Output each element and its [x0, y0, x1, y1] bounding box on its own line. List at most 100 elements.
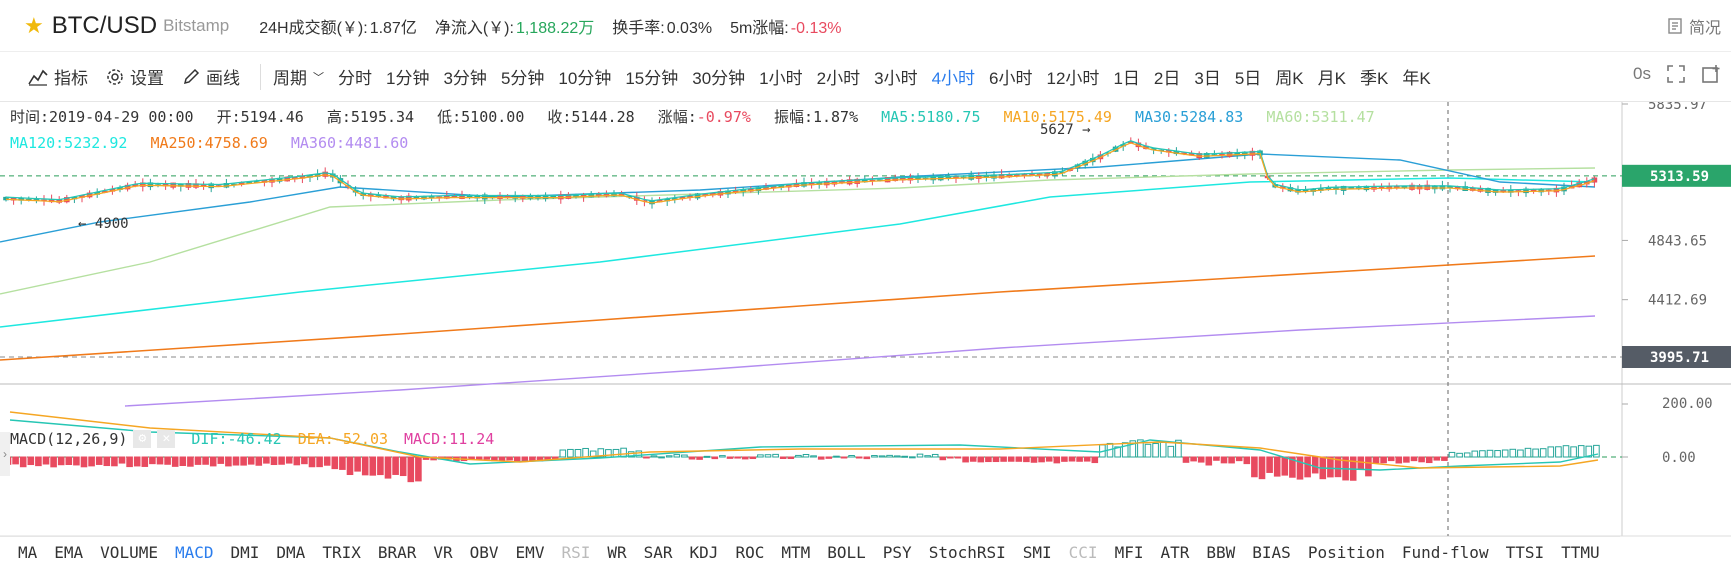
candle-body [1006, 174, 1012, 178]
candle-body [1523, 188, 1529, 194]
summary-button[interactable]: 简况 [1667, 14, 1721, 38]
candle-body [406, 195, 412, 201]
pencil-icon [183, 68, 200, 84]
star-icon[interactable]: ★ [24, 12, 44, 38]
indicator-tab[interactable]: VR [433, 542, 453, 562]
macd-bar [187, 456, 194, 467]
indicator-tab[interactable]: MFI [1114, 542, 1144, 562]
period-item[interactable]: 分时 [338, 69, 372, 88]
price-tick-label: 4843.65 [1648, 233, 1707, 249]
macd-bar [673, 454, 681, 458]
candle-body [725, 190, 731, 195]
indicator-tab[interactable]: MACD [174, 542, 214, 562]
macd-bar [1258, 456, 1266, 480]
period-item[interactable]: 季K [1360, 69, 1389, 88]
period-item[interactable]: 12小时 [1046, 69, 1100, 88]
panel-toggle[interactable]: › [0, 432, 10, 476]
indicator-tab[interactable]: BOLL [827, 542, 866, 562]
info-open: 开:5194.46 [216, 108, 304, 126]
stat-value: 0.03% [666, 19, 713, 37]
indicator-tab[interactable]: EMV [515, 542, 545, 562]
period-item[interactable]: 1分钟 [386, 69, 430, 88]
chart-area[interactable]: 5835.97 4843.65 4412.69 5313.59 3995.71 5627 … [0, 97, 1731, 567]
indicator-tab[interactable]: VOLUME [100, 542, 158, 562]
period-item[interactable]: 周K [1275, 69, 1304, 88]
indicators-label: 指标 [54, 69, 88, 88]
indicator-tab[interactable]: MTM [781, 542, 811, 562]
indicator-tab[interactable]: TTSI [1505, 542, 1545, 562]
candle-body [915, 177, 921, 180]
indicator-tab[interactable]: ROC [735, 542, 765, 562]
indicator-tab[interactable]: PSY [882, 542, 912, 562]
macd-bar [1061, 456, 1068, 462]
indicator-tab[interactable]: TTMU [1561, 542, 1600, 562]
indicator-tab[interactable]: DMI [230, 542, 260, 562]
indicator-tab[interactable]: SMI [1022, 542, 1052, 562]
candle-body [1356, 187, 1362, 189]
candle-body [1546, 189, 1552, 191]
indicator-tab[interactable]: TRIX [322, 542, 361, 562]
indicator-tab[interactable]: RSI [561, 542, 591, 562]
macd-bar [12, 456, 19, 465]
settings-button[interactable]: 设置 [106, 64, 164, 89]
period-item[interactable]: 5日 [1234, 69, 1262, 88]
macd-bar [1197, 456, 1205, 463]
indicator-tab[interactable]: SAR [643, 542, 673, 562]
indicator-tab[interactable]: OBV [469, 542, 499, 562]
kline-chart[interactable]: 5835.97 4843.65 4412.69 5313.59 3995.71 5627 … [0, 97, 1731, 567]
candle-body [451, 195, 458, 198]
candle-body [748, 188, 754, 192]
indicator-tab[interactable]: DMA [276, 542, 306, 562]
period-item[interactable]: 1日 [1113, 69, 1140, 88]
indicators-button[interactable]: 指标 [28, 64, 88, 89]
price-tick-label: 5835.97 [1648, 102, 1707, 113]
period-item[interactable]: 4小时 [931, 69, 976, 88]
period-item[interactable]: 3分钟 [443, 69, 487, 88]
period-item[interactable]: 1小时 [759, 69, 803, 88]
candle-body [1044, 172, 1050, 176]
screenshot-icon[interactable] [1701, 64, 1721, 84]
candle-body [1219, 153, 1225, 156]
draw-button[interactable]: 画线 [182, 64, 240, 89]
candle-body [1325, 187, 1332, 190]
indicator-tab[interactable]: CCI [1068, 542, 1098, 562]
period-item[interactable]: 年K [1402, 69, 1431, 88]
indicator-tab[interactable]: MA [18, 542, 38, 562]
candle-body [375, 195, 382, 197]
indicator-tab[interactable]: StochRSI [928, 542, 1006, 562]
macd-bar [1403, 456, 1410, 463]
period-item[interactable]: 30分钟 [692, 69, 746, 88]
period-item[interactable]: 3日 [1194, 69, 1221, 88]
period-item[interactable]: 15分钟 [625, 69, 679, 88]
indicator-tab[interactable]: BIAS [1252, 542, 1291, 562]
macd-bar [339, 456, 346, 470]
indicator-tab[interactable]: Position [1307, 542, 1385, 562]
chart-line-icon [28, 69, 48, 86]
indicator-tab[interactable]: BRAR [377, 542, 417, 562]
indicator-tab[interactable]: EMA [54, 542, 84, 562]
gear-icon[interactable]: ⚙ [133, 430, 152, 448]
period-item[interactable]: 5分钟 [500, 69, 545, 88]
indicator-tab[interactable]: ATR [1160, 542, 1190, 562]
candle-body [383, 195, 389, 199]
period-item[interactable]: 月K [1317, 69, 1346, 88]
candle-body [254, 181, 260, 183]
candle-body [588, 193, 594, 198]
macd-bar [1205, 456, 1213, 466]
indicator-tab[interactable]: Fund-flow [1401, 542, 1489, 562]
fullscreen-icon[interactable] [1667, 65, 1685, 83]
indicator-tab[interactable]: KDJ [689, 542, 719, 562]
macd-bar [384, 456, 392, 479]
period-item[interactable]: 10分钟 [558, 69, 612, 88]
candle-body [740, 189, 746, 193]
period-item[interactable]: 3小时 [874, 69, 918, 88]
period-item[interactable]: 2日 [1153, 69, 1181, 88]
period-item[interactable]: 2小时 [816, 69, 861, 88]
period-list: 分时 1分钟 3分钟 5分钟 10分钟 15分钟 30分钟 1小时 2小时 3小时 4小时 6小时 12… [338, 64, 1445, 89]
candle-body [284, 176, 290, 182]
period-item[interactable]: 6小时 [989, 69, 1033, 88]
period-dropdown[interactable]: 周期 ﹀ [273, 64, 324, 89]
indicator-tab[interactable]: BBW [1206, 542, 1236, 562]
indicator-tab[interactable]: WR [607, 542, 627, 562]
close-icon[interactable]: ✕ [157, 430, 176, 448]
